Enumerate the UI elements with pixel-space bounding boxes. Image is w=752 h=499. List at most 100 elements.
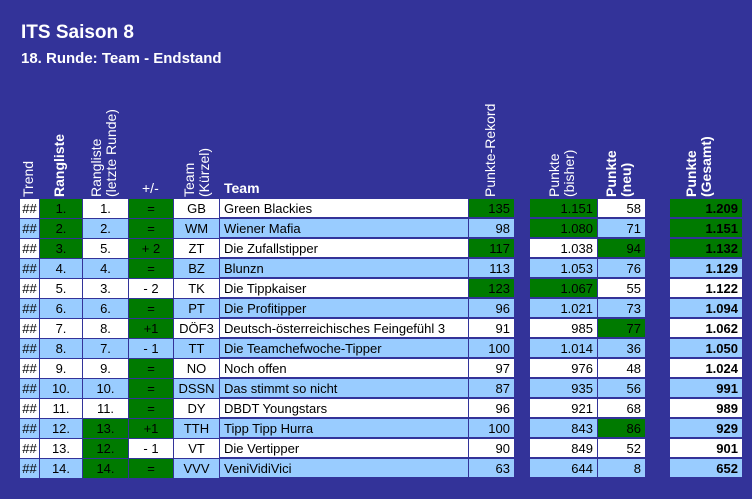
- cell-team-name: Die Vertipper: [220, 439, 468, 458]
- cell-team-name: Die Profitipper: [220, 299, 468, 318]
- page-title: ITS Saison 8: [21, 22, 134, 43]
- cell-prev-rank: 9.: [83, 359, 128, 379]
- table-row: ## 10. 10. = DSSN Das stimmt so nicht 87 935 56 9…: [0, 379, 752, 399]
- cell-rank: 5.: [40, 279, 82, 299]
- cell-punkte-gesamt: 1.050: [670, 339, 742, 358]
- cell-team-name: Wiener Mafia: [220, 219, 468, 238]
- cell-punkte-gesamt: 1.122: [670, 279, 742, 298]
- table-row: ## 4. 4. = BZ Blunzn 113 1.053 76 1.129: [0, 259, 752, 279]
- cell-prev-rank: 7.: [83, 339, 128, 359]
- cell-prev-rank: 5.: [83, 239, 128, 259]
- cell-plusminus: +1: [129, 419, 173, 439]
- cell-punkte-bisher: 843: [530, 419, 597, 438]
- cell-prev-rank: 11.: [83, 399, 128, 419]
- table-row: ## 9. 9. = NO Noch offen 97 976 48 1.024: [0, 359, 752, 379]
- cell-team-abbr: GB: [174, 199, 219, 219]
- cell-rank: 8.: [40, 339, 82, 359]
- cell-rank: 13.: [40, 439, 82, 459]
- cell-punkte-neu: 58: [598, 199, 645, 218]
- cell-punkte-bisher: 644: [530, 459, 597, 478]
- cell-punkte-bisher: 1.038: [530, 239, 597, 258]
- cell-punkte-neu: 8: [598, 459, 645, 478]
- cell-punkte-neu: 52: [598, 439, 645, 458]
- cell-team-abbr: TT: [174, 339, 219, 359]
- header-punkte-bisher-line2: (bisher): [561, 149, 577, 197]
- cell-team-abbr: TTH: [174, 419, 219, 439]
- cell-punkte-neu: 68: [598, 399, 645, 418]
- cell-team-abbr: TK: [174, 279, 219, 299]
- cell-rank: 10.: [40, 379, 82, 399]
- cell-punkte-bisher: 976: [530, 359, 597, 378]
- cell-plusminus: - 2: [129, 279, 173, 299]
- cell-team-name: Das stimmt so nicht: [220, 379, 468, 398]
- cell-punkte-gesamt: 989: [670, 399, 742, 418]
- cell-punkte-rekord: 87: [469, 379, 514, 398]
- header-rangliste-letzte: Rangliste (letzte Runde): [88, 109, 119, 197]
- cell-punkte-bisher: 935: [530, 379, 597, 398]
- cell-prev-rank: 8.: [83, 319, 128, 339]
- cell-trend: ##: [20, 259, 39, 279]
- cell-punkte-neu: 71: [598, 219, 645, 238]
- cell-punkte-gesamt: 1.209: [670, 199, 742, 218]
- header-rangliste-letzte-line1: Rangliste: [88, 138, 104, 197]
- cell-plusminus: =: [129, 299, 173, 319]
- header-team-kuerzel-line1: Team: [181, 162, 197, 197]
- cell-team-name: Green Blackies: [220, 199, 468, 218]
- cell-team-abbr: ZT: [174, 239, 219, 259]
- cell-punkte-bisher: 921: [530, 399, 597, 418]
- cell-punkte-neu: 77: [598, 319, 645, 338]
- cell-team-name: Die Tippkaiser: [220, 279, 468, 298]
- cell-plusminus: =: [129, 399, 173, 419]
- cell-rank: 14.: [40, 459, 82, 479]
- cell-trend: ##: [20, 319, 39, 339]
- cell-rank: 9.: [40, 359, 82, 379]
- cell-team-abbr: BZ: [174, 259, 219, 279]
- cell-prev-rank: 6.: [83, 299, 128, 319]
- table-row: ## 1. 1. = GB Green Blackies 135 1.151 58 1.209: [0, 199, 752, 219]
- header-punkte-bisher: Punkte (bisher): [546, 149, 577, 197]
- cell-prev-rank: 14.: [83, 459, 128, 479]
- cell-rank: 1.: [40, 199, 82, 219]
- cell-punkte-gesamt: 929: [670, 419, 742, 438]
- cell-punkte-rekord: 91: [469, 319, 514, 338]
- header-plusminus: +/-: [142, 180, 159, 196]
- table-row: ## 8. 7. - 1 TT Die Teamchefwoche-Tipper 100 1.…: [0, 339, 752, 359]
- cell-punkte-neu: 76: [598, 259, 645, 278]
- header-rangliste: Rangliste: [51, 133, 67, 197]
- table-row: ## 2. 2. = WM Wiener Mafia 98 1.080 71 1.151: [0, 219, 752, 239]
- cell-punkte-gesamt: 1.129: [670, 259, 742, 278]
- cell-team-name: Die Zufallstipper: [220, 239, 468, 258]
- cell-plusminus: - 1: [129, 439, 173, 459]
- cell-punkte-rekord: 100: [469, 339, 514, 358]
- cell-prev-rank: 12.: [83, 439, 128, 459]
- table-row: ## 11. 11. = DY DBDT Youngstars 96 921 68 989: [0, 399, 752, 419]
- cell-trend: ##: [20, 399, 39, 419]
- cell-prev-rank: 2.: [83, 219, 128, 239]
- cell-team-name: Blunzn: [220, 259, 468, 278]
- table-row: ## 3. 5. + 2 ZT Die Zufallstipper 117 1.038 94 1.…: [0, 239, 752, 259]
- cell-punkte-rekord: 90: [469, 439, 514, 458]
- cell-trend: ##: [20, 199, 39, 219]
- header-punkte-rekord: Punkte-Rekord: [482, 103, 498, 197]
- cell-punkte-gesamt: 1.024: [670, 359, 742, 378]
- cell-punkte-rekord: 97: [469, 359, 514, 378]
- cell-punkte-gesamt: 901: [670, 439, 742, 458]
- cell-team-name: DBDT Youngstars: [220, 399, 468, 418]
- cell-punkte-gesamt: 1.062: [670, 319, 742, 338]
- header-punkte-neu: Punkte (neu): [603, 150, 634, 197]
- cell-punkte-bisher: 1.080: [530, 219, 597, 238]
- cell-punkte-gesamt: 1.132: [670, 239, 742, 258]
- cell-prev-rank: 3.: [83, 279, 128, 299]
- cell-punkte-bisher: 985: [530, 319, 597, 338]
- cell-punkte-rekord: 63: [469, 459, 514, 478]
- cell-punkte-rekord: 96: [469, 399, 514, 418]
- cell-prev-rank: 13.: [83, 419, 128, 439]
- cell-rank: 12.: [40, 419, 82, 439]
- cell-team-name: Deutsch-österreichisches Feingefühl 3: [220, 319, 468, 338]
- cell-trend: ##: [20, 239, 39, 259]
- cell-team-name: VeniVidiVici: [220, 459, 468, 478]
- cell-team-abbr: WM: [174, 219, 219, 239]
- cell-rank: 3.: [40, 239, 82, 259]
- header-team-kuerzel: Team (Kürzel): [181, 148, 212, 197]
- cell-trend: ##: [20, 339, 39, 359]
